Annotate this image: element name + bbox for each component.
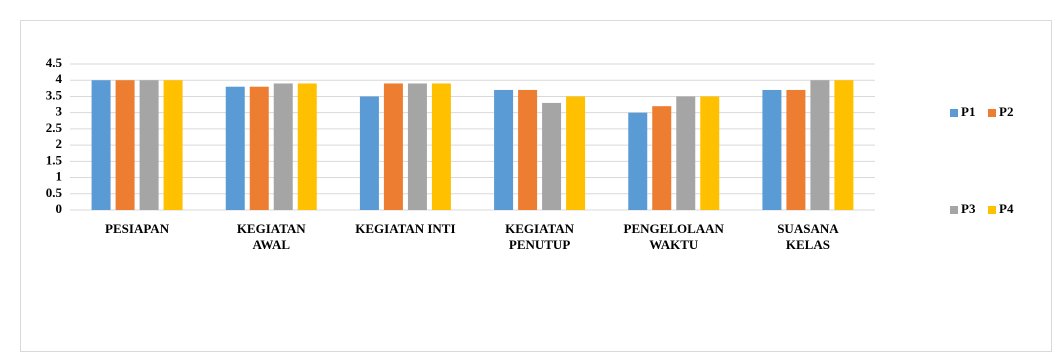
bar: [542, 102, 562, 210]
bar: [518, 89, 538, 210]
legend-swatch: [988, 109, 996, 117]
bar: [91, 80, 111, 210]
y-tick-label: 1.5: [46, 152, 63, 167]
y-tick-label: 2: [56, 136, 63, 151]
bar: [407, 83, 427, 210]
bar: [359, 96, 379, 210]
bar: [225, 86, 245, 210]
bar: [249, 86, 269, 210]
bar: [273, 83, 293, 210]
x-tick-label: KEGIATAN PENUTUP: [505, 221, 574, 252]
legend-label: P4: [999, 201, 1014, 216]
y-tick-label: 1: [56, 169, 63, 184]
chart-frame: [20, 20, 1052, 352]
legend-swatch: [988, 206, 996, 214]
bar: [786, 89, 806, 210]
bar: [163, 80, 183, 210]
bar: [115, 80, 135, 210]
bar: [628, 112, 648, 210]
legend-label: P2: [999, 104, 1013, 119]
bar: [566, 96, 586, 210]
legend-swatch: [950, 109, 958, 117]
x-tick-label: PENGELOLAAN WAKTU: [623, 221, 724, 252]
x-tick-label: KEGIATAN INTI: [355, 221, 456, 236]
legend-label: P1: [961, 104, 975, 119]
x-tick-label: KEGIATAN AWAL: [236, 221, 306, 252]
bar: [494, 89, 514, 210]
bar: [762, 89, 782, 210]
x-tick-label: SUASANA KELAS: [777, 221, 839, 252]
bar: [652, 106, 672, 210]
bar: [676, 96, 696, 210]
bar: [139, 80, 159, 210]
bar: [810, 80, 830, 210]
bar: [431, 83, 451, 210]
bar: [700, 96, 720, 210]
y-tick-label: 2.5: [46, 120, 63, 135]
y-tick-label: 3: [56, 104, 63, 119]
y-tick-label: 0: [56, 201, 63, 216]
y-tick-label: 0.5: [46, 185, 63, 200]
x-tick-label: PESIAPAN: [105, 221, 170, 236]
bar: [297, 83, 317, 210]
legend-label: P3: [961, 201, 976, 216]
y-tick-label: 4.5: [46, 55, 63, 70]
legend-swatch: [950, 206, 958, 214]
bar: [383, 83, 403, 210]
y-tick-label: 4: [56, 71, 63, 86]
y-tick-label: 3.5: [46, 87, 63, 102]
bar: [834, 80, 854, 210]
